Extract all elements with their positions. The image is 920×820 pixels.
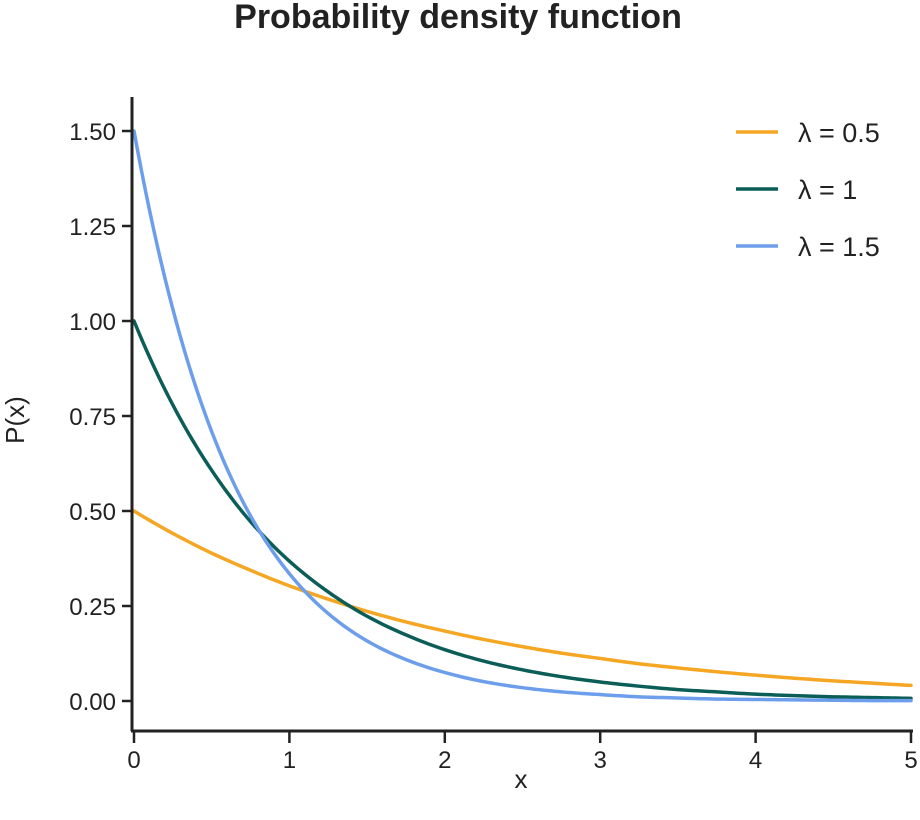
- x-tick-label: 5: [904, 747, 917, 774]
- y-tick-label: 1.25: [69, 214, 116, 241]
- y-tick-label: 1.50: [69, 119, 116, 146]
- legend-label-1: λ = 0.5: [798, 118, 880, 148]
- legend-label-3: λ = 1.5: [798, 232, 880, 262]
- x-tick-label: 2: [438, 747, 451, 774]
- y-tick-label: 0.50: [69, 499, 116, 526]
- series-line-3: [132, 129, 913, 703]
- y-tick-label: 1.00: [69, 309, 116, 336]
- plot-area: 0.00 0.25 0.50 0.75 1.00 1.25 1.50 0 1 2 3 4 5: [69, 97, 918, 774]
- y-tick-label: 0.75: [69, 404, 116, 431]
- legend-label-2: λ = 1: [798, 175, 857, 205]
- legend: λ = 0.5 λ = 1 λ = 1.5: [736, 118, 880, 262]
- y-axis-title: P(x): [0, 396, 30, 444]
- y-tick-label: 0.00: [69, 689, 116, 716]
- y-tick-label: 0.25: [69, 594, 116, 621]
- chart-title: Probability density function: [234, 0, 682, 36]
- series-line-2: [132, 319, 913, 701]
- x-axis-title: x: [515, 764, 528, 794]
- x-tick-label: 1: [283, 747, 296, 774]
- x-tick-label: 0: [127, 747, 140, 774]
- x-tick-label: 3: [594, 747, 607, 774]
- x-tick-label: 4: [749, 747, 762, 774]
- series-line-1: [132, 509, 913, 688]
